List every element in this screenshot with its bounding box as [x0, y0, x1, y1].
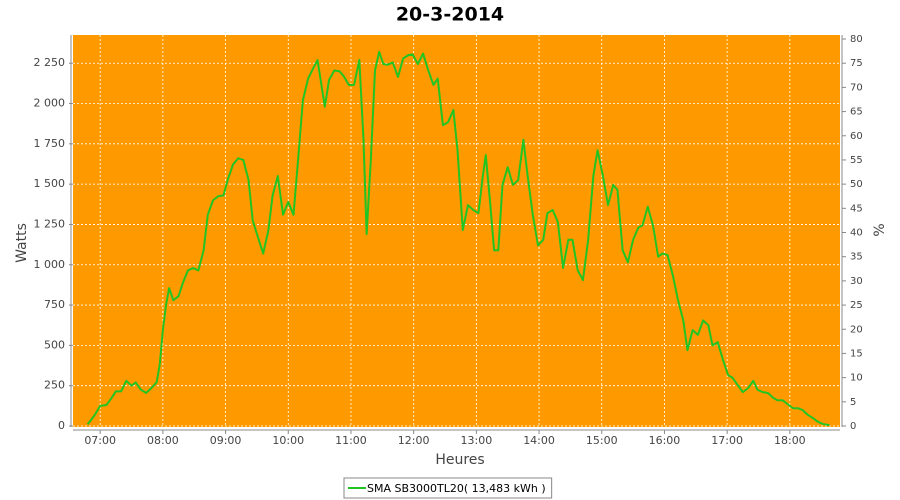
y-tick-label: 0 [58, 419, 65, 432]
y-tick-label: 1 500 [34, 177, 66, 190]
x-tick-label: 13:00 [461, 434, 493, 447]
y2-tick-label: 50 [850, 179, 863, 190]
y2-tick-label: 5 [850, 397, 856, 408]
x-tick-label: 16:00 [649, 434, 681, 447]
y-tick-label: 1 750 [34, 137, 66, 150]
x-tick-label: 10:00 [272, 434, 304, 447]
y-tick-label: 1 000 [34, 258, 66, 271]
y-tick-label: 2 000 [34, 97, 66, 110]
y-tick-label: 750 [44, 298, 65, 311]
y2-tick-label: 45 [850, 203, 863, 214]
x-tick-label: 14:00 [523, 434, 555, 447]
x-tick-label: 08:00 [147, 434, 179, 447]
y2-tick-label: 35 [850, 252, 863, 263]
x-tick-label: 07:00 [84, 434, 116, 447]
legend-label: SMA SB3000TL20( 13,483 kWh ) [367, 482, 546, 495]
y2-tick-label: 10 [850, 373, 863, 384]
y2-tick-label: 65 [850, 107, 863, 118]
y-tick-label: 500 [44, 338, 65, 351]
y2-tick-label: 20 [850, 324, 863, 335]
y2-tick-label: 75 [850, 58, 863, 69]
y2-tick-label: 55 [850, 155, 863, 166]
chart-title: 20-3-2014 [396, 4, 504, 26]
y2-tick-label: 80 [850, 34, 863, 45]
x-tick-label: 18:00 [774, 434, 806, 447]
y2-tick-label: 15 [850, 348, 863, 359]
y2-tick-label: 25 [850, 300, 863, 311]
x-tick-label: 11:00 [335, 434, 367, 447]
y2-tick-label: 40 [850, 228, 863, 239]
y-tick-label: 1 250 [34, 217, 66, 230]
x-tick-label: 09:00 [210, 434, 242, 447]
y2-tick-label: 0 [850, 421, 856, 432]
y-axis-label: Watts [14, 223, 30, 263]
y2-tick-label: 60 [850, 131, 863, 142]
legend-box [343, 477, 553, 499]
x-tick-label: 12:00 [398, 434, 430, 447]
plot-area [73, 35, 840, 427]
y-tick-label: 250 [44, 379, 65, 392]
x-axis-label: Heures [435, 452, 484, 468]
y2-tick-label: 70 [850, 82, 863, 93]
x-tick-label: 15:00 [586, 434, 618, 447]
series-line [86, 50, 830, 427]
y2-axis-label: % [872, 223, 888, 236]
x-tick-label: 17:00 [711, 434, 743, 447]
y-tick-label: 2 250 [34, 56, 66, 69]
y2-tick-label: 30 [850, 276, 863, 287]
